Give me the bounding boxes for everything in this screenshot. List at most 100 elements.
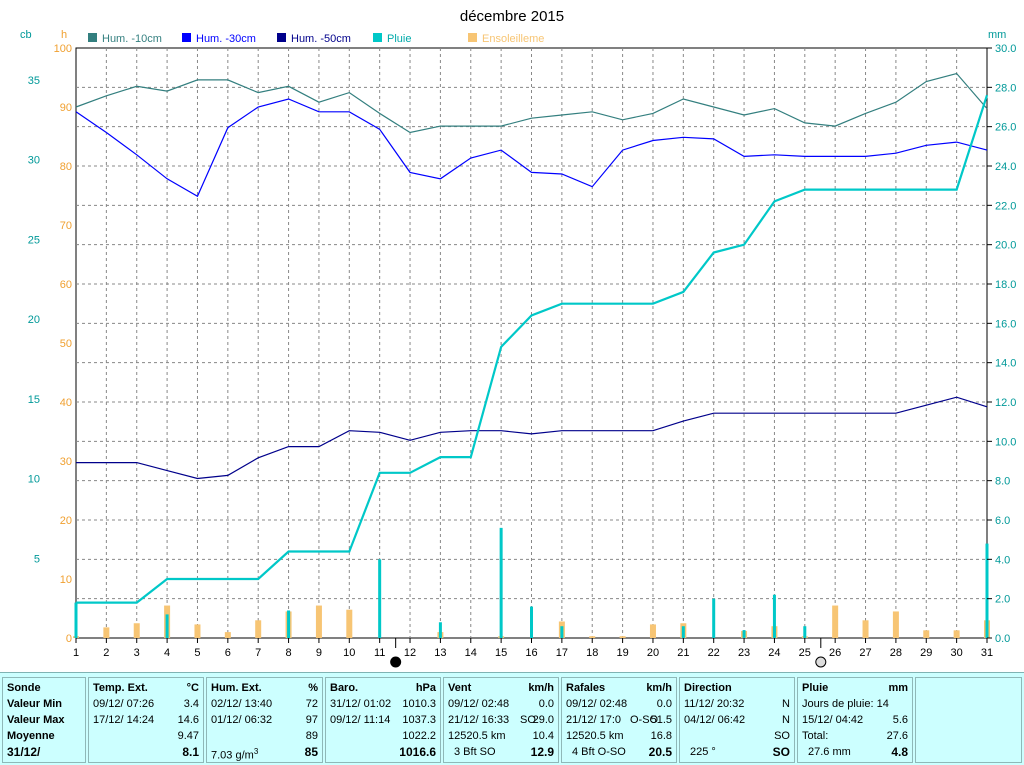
hum-current: 85 [304, 745, 318, 759]
rafales-max-date: 21/12/ 17:0 [566, 714, 622, 726]
tick-label-x: 14 [465, 647, 477, 659]
baro-average: 1022.2 [402, 730, 436, 742]
grid [76, 48, 987, 638]
tick-label-cb: 5 [34, 553, 40, 565]
rafales-beaufort: 4 Bft O-SO [572, 746, 626, 758]
tick-label-x: 4 [164, 647, 170, 659]
tick-label-x: 13 [434, 647, 446, 659]
tick-label-right: 12.0 [995, 397, 1016, 409]
empty-column [915, 677, 1022, 763]
temp-min-date: 09/12/ 07:26 [93, 698, 155, 710]
tick-label-h: 10 [60, 574, 72, 586]
legend-swatch-hum10 [88, 33, 97, 42]
row-label-min: Valeur Min [7, 698, 63, 710]
rafales-column: Rafales km/h 09/12/ 02:48 0.0 21/12/ 17:0 O… [561, 677, 677, 763]
sunshine-bar [892, 611, 899, 638]
x-axis-ticks: 1 2 3 4 5 6 7 8 9 10 11 12 13 14 15 16 17 18 19 20 21 22 23 24 2… [73, 638, 993, 659]
tick-label-cb: 35 [28, 75, 40, 87]
baro-min-date: 31/12/ 01:02 [330, 698, 392, 710]
tick-label-right: 30.0 [995, 43, 1016, 55]
tick-label-x: 16 [525, 647, 537, 659]
baro-current: 1016.6 [399, 745, 436, 759]
tick-label-x: 23 [738, 647, 750, 659]
daily-rain-bars [74, 527, 989, 638]
vent-beaufort: 3 Bft SO [454, 746, 496, 758]
tick-label-right: 4.0 [995, 554, 1010, 566]
tick-label-right: 26.0 [995, 122, 1016, 134]
tick-label-h: 100 [54, 43, 72, 55]
tick-label-x: 26 [829, 647, 841, 659]
tick-label-right: 0.0 [995, 633, 1010, 645]
unit-mm: mm [988, 29, 1006, 41]
temp-min-value: 3.4 [183, 698, 199, 710]
tick-label-x: 5 [194, 647, 200, 659]
daily-rain-bar [772, 594, 776, 638]
pluie-rain-days: Jours de pluie: 14 [802, 698, 889, 710]
series-line [76, 396, 988, 480]
direction-average: SO [774, 730, 790, 742]
rain-cumulative-line [76, 94, 989, 604]
sunshine-bar [862, 620, 869, 638]
temp-max-date: 17/12/ 14:24 [93, 714, 155, 726]
chart-title: décembre 2015 [460, 8, 564, 25]
tick-label-x: 9 [316, 647, 322, 659]
tick-label-x: 30 [951, 647, 963, 659]
tick-label-h: 80 [60, 161, 72, 173]
legend-label-sun: Ensoleilleme [482, 33, 544, 45]
rafales-min-value: 0.0 [656, 698, 672, 710]
rafales-header: Rafales [566, 682, 606, 694]
pluie-max-date: 15/12/ 04:42 [802, 714, 864, 726]
legend-label-hum10: Hum. -10cm [102, 33, 162, 45]
stats-panel: Sonde Valeur Min Valeur Max Moyenne 31/1… [0, 672, 1024, 765]
sunshine-bar [832, 605, 839, 638]
legend-label-hum30: Hum. -30cm [196, 33, 256, 45]
tick-label-x: 15 [495, 647, 507, 659]
tick-label-right: 16.0 [995, 318, 1016, 330]
tick-label-cb: 30 [28, 155, 40, 167]
sunshine-bar [649, 624, 656, 638]
sunshine-bar [346, 609, 353, 638]
tick-label-right: 24.0 [995, 161, 1016, 173]
direction-column: Direction 11/12/ 20:32 N 04/12/ 06:42 N SO… [679, 677, 795, 763]
tick-label-h: 40 [60, 397, 72, 409]
sunshine-bar [224, 632, 231, 638]
hum-unit: % [308, 682, 318, 694]
tick-label-right: 14.0 [995, 358, 1016, 370]
tick-label-x: 21 [677, 647, 689, 659]
tick-label-h: 0 [66, 633, 72, 645]
temp-unit: °C [186, 682, 199, 694]
tick-label-x: 19 [616, 647, 628, 659]
hum-average: 89 [305, 730, 318, 742]
tick-label-x: 7 [255, 647, 261, 659]
daily-rain-bar [742, 630, 746, 638]
row-label-max: Valeur Max [7, 714, 65, 726]
row-label-current: 31/12/ [7, 745, 41, 759]
tick-label-x: 8 [286, 647, 292, 659]
sunshine-bar [194, 624, 201, 638]
unit-cb: cb [20, 29, 32, 41]
daily-rain-bar [165, 614, 169, 638]
sunshine-bar [255, 620, 262, 638]
baro-min-value: 1010.3 [402, 698, 436, 710]
series-line [75, 98, 988, 198]
tick-label-x: 3 [134, 647, 140, 659]
row-label-moyenne: Moyenne [7, 730, 55, 742]
vent-max-value: 29.0 [532, 714, 554, 726]
tick-label-cb: 10 [28, 474, 40, 486]
sunshine-bar [133, 623, 140, 638]
tick-label-h: 20 [60, 515, 72, 527]
tick-label-right: 10.0 [995, 436, 1016, 448]
temp-current: 8.1 [182, 745, 199, 759]
vent-max-direction: SO [520, 714, 536, 726]
rafales-min-date: 09/12/ 02:48 [566, 698, 628, 710]
tick-label-x: 28 [890, 647, 902, 659]
new-moon-icon [390, 656, 402, 668]
legend-swatch-sun [468, 33, 477, 42]
tick-label-x: 1 [73, 647, 79, 659]
legend-swatch-hum30 [182, 33, 191, 42]
right-axis-ticks: 0.0 2.0 4.0 6.0 8.0 10.0 12.0 14.0 16.0 18.0 20.0 2… [987, 43, 1016, 645]
tick-label-cb: 15 [28, 394, 40, 406]
hum-max-value: 97 [305, 714, 318, 726]
sunshine-bar [103, 627, 110, 638]
hum-absolute-value: 7.03 g/m [211, 749, 254, 762]
